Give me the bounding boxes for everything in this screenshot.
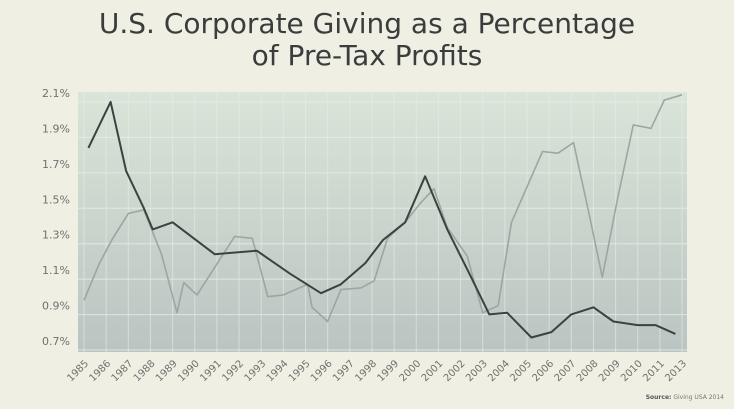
y-tick-label: 1.3% [42,229,70,242]
plot-area [78,92,687,352]
chart-title-line-2: of Pre-Tax Profits [251,39,483,72]
x-tick-label: 1995 [287,358,313,384]
x-tick-label: 1991 [198,358,224,384]
x-tick-label: 2001 [420,358,446,384]
x-tick-label: 2006 [530,358,556,384]
y-tick-label: 1.1% [42,264,70,277]
y-tick-label: 1.5% [42,193,70,206]
x-tick-label: 1998 [353,358,379,384]
x-tick-label: 2003 [464,358,490,384]
source-note: Source: Giving USA 2014 [646,394,724,401]
x-tick-label: 2008 [575,358,601,384]
x-tick-label: 2010 [619,358,645,384]
x-tick-label: 2000 [398,358,424,384]
x-tick-label: 1987 [110,358,136,384]
x-tick-label: 2004 [486,358,512,384]
x-tick-label: 1988 [132,358,158,384]
source-label: Source: [645,394,672,401]
x-tick-label: 1999 [375,358,401,384]
x-tick-label: 1996 [309,358,335,384]
x-tick-label: 2013 [663,358,689,384]
x-tick-label: 1985 [65,358,91,384]
chart-title-line-1: U.S. Corporate Giving as a Percentage [98,7,636,40]
y-tick-label: 0.7% [42,335,70,348]
x-tick-label: 2007 [553,358,579,384]
x-tick-label: 1990 [176,358,202,384]
x-tick-label: 1993 [243,358,269,384]
x-tick-label: 1994 [265,358,291,384]
x-tick-label: 1989 [154,358,180,384]
x-tick-label: 1986 [87,358,113,384]
y-tick-label: 1.7% [42,158,70,171]
y-tick-label: 2.1% [42,87,70,100]
x-tick-label: 1992 [220,358,246,384]
series-line-light [83,94,683,323]
y-tick-label: 0.9% [42,300,70,313]
x-tick-label: 2011 [641,358,667,384]
x-tick-label: 1997 [331,358,357,384]
source-text: Giving USA 2014 [673,394,724,401]
y-tick-label: 1.9% [42,122,70,135]
x-tick-label: 2002 [442,358,468,384]
chart-title: U.S. Corporate Giving as a Percentage of… [0,8,734,72]
x-tick-label: 2005 [508,358,534,384]
x-tick-label: 2009 [597,358,623,384]
